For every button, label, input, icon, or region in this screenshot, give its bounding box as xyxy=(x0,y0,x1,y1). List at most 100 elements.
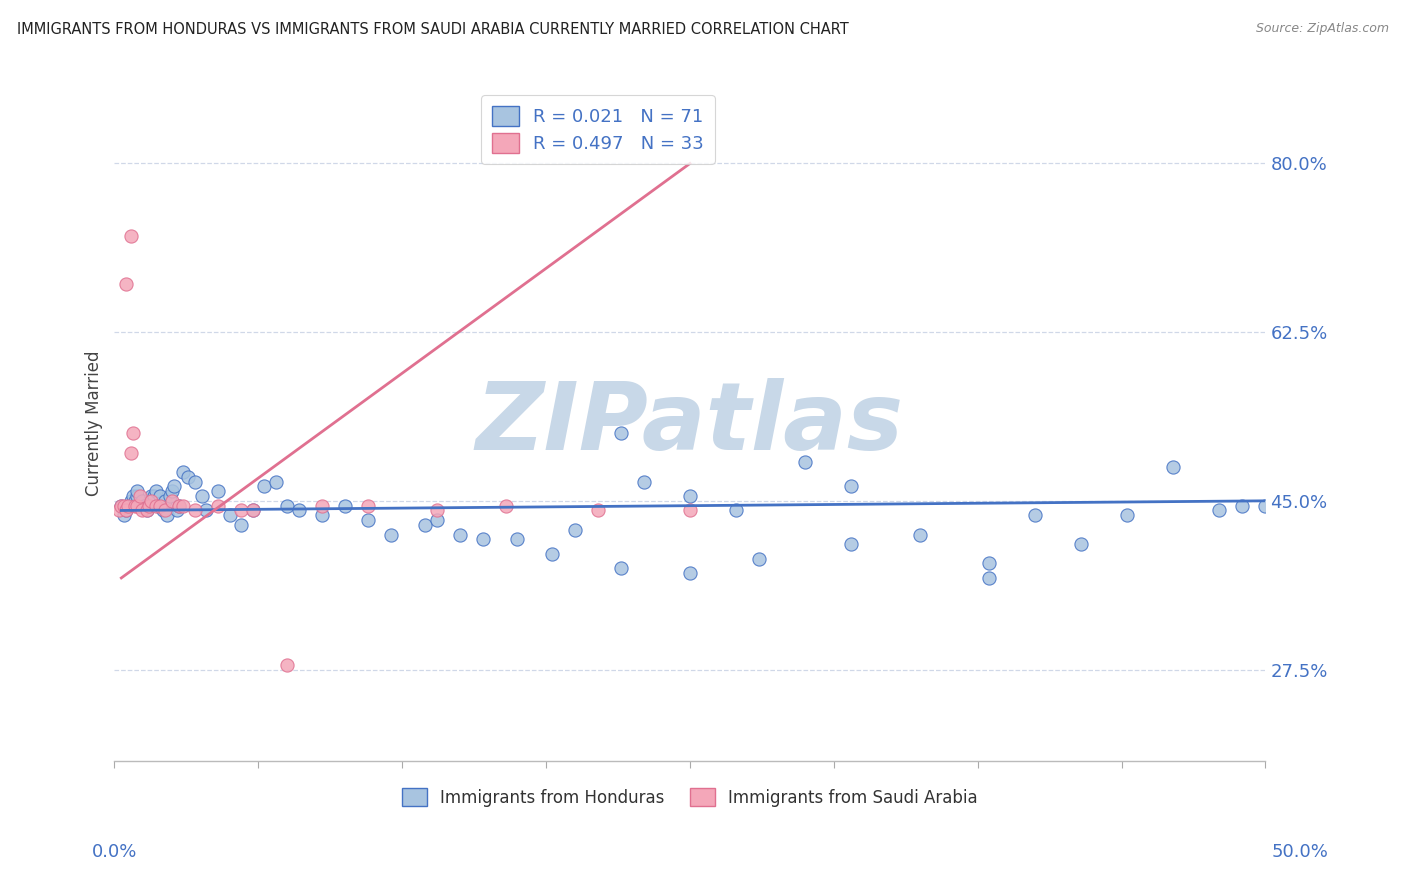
Point xyxy=(112,499,135,513)
Point xyxy=(356,513,378,527)
Point xyxy=(121,426,143,441)
Y-axis label: Currently Married: Currently Married xyxy=(86,351,103,497)
Point xyxy=(610,561,633,575)
Point xyxy=(586,503,609,517)
Point xyxy=(287,503,309,517)
Point xyxy=(679,566,702,581)
Point xyxy=(117,499,139,513)
Point xyxy=(426,503,449,517)
Point xyxy=(471,533,494,547)
Point xyxy=(141,489,163,503)
Point xyxy=(128,489,150,503)
Point xyxy=(1163,460,1185,475)
Point xyxy=(506,533,529,547)
Point xyxy=(264,475,287,489)
Text: IMMIGRANTS FROM HONDURAS VS IMMIGRANTS FROM SAUDI ARABIA CURRENTLY MARRIED CORRE: IMMIGRANTS FROM HONDURAS VS IMMIGRANTS F… xyxy=(17,22,849,37)
Legend: Immigrants from Honduras, Immigrants from Saudi Arabia: Immigrants from Honduras, Immigrants fro… xyxy=(395,781,984,814)
Point xyxy=(117,499,139,513)
Text: ZIPatlas: ZIPatlas xyxy=(475,377,904,470)
Point xyxy=(191,489,214,503)
Point xyxy=(426,513,449,527)
Point xyxy=(839,537,862,551)
Point xyxy=(839,479,862,493)
Point xyxy=(333,499,356,513)
Point xyxy=(172,465,194,479)
Point xyxy=(153,493,176,508)
Point xyxy=(120,228,142,243)
Point xyxy=(127,484,149,499)
Point xyxy=(1208,503,1230,517)
Point xyxy=(135,503,157,517)
Point xyxy=(195,503,218,517)
Point xyxy=(142,489,165,503)
Point xyxy=(131,493,153,508)
Point xyxy=(311,508,333,523)
Point xyxy=(311,499,333,513)
Point xyxy=(167,499,190,513)
Point xyxy=(120,445,142,459)
Point xyxy=(131,503,153,517)
Point xyxy=(127,489,149,503)
Point xyxy=(1254,499,1277,513)
Point xyxy=(138,499,160,513)
Point xyxy=(207,499,229,513)
Point xyxy=(115,277,138,291)
Point xyxy=(979,557,1001,571)
Text: Source: ZipAtlas.com: Source: ZipAtlas.com xyxy=(1256,22,1389,36)
Point xyxy=(172,499,194,513)
Point xyxy=(540,547,562,561)
Point xyxy=(163,479,186,493)
Text: 0.0%: 0.0% xyxy=(91,843,136,861)
Point xyxy=(748,551,770,566)
Point xyxy=(380,527,402,541)
Point xyxy=(134,499,156,513)
Point xyxy=(156,508,179,523)
Point xyxy=(184,503,207,517)
Point xyxy=(242,503,264,517)
Point xyxy=(1024,508,1046,523)
Point xyxy=(724,503,747,517)
Point xyxy=(1070,537,1092,551)
Point xyxy=(145,484,167,499)
Point xyxy=(108,503,131,517)
Point xyxy=(794,455,817,469)
Point xyxy=(110,499,132,513)
Point xyxy=(110,499,132,513)
Point xyxy=(679,489,702,503)
Point xyxy=(564,523,586,537)
Point xyxy=(153,503,176,517)
Point xyxy=(124,499,146,513)
Point xyxy=(908,527,931,541)
Point xyxy=(276,499,298,513)
Point xyxy=(115,503,138,517)
Point xyxy=(218,508,240,523)
Point xyxy=(112,508,135,523)
Point xyxy=(149,499,172,513)
Point xyxy=(979,571,1001,585)
Point xyxy=(633,475,655,489)
Point xyxy=(135,503,157,517)
Point xyxy=(356,499,378,513)
Point xyxy=(160,493,183,508)
Point xyxy=(160,484,183,499)
Point xyxy=(121,489,143,503)
Point xyxy=(1116,508,1139,523)
Point xyxy=(167,499,190,513)
Point xyxy=(115,503,138,517)
Point xyxy=(138,499,160,513)
Point xyxy=(152,503,174,517)
Point xyxy=(242,503,264,517)
Point xyxy=(1232,499,1254,513)
Point xyxy=(495,499,517,513)
Point xyxy=(146,499,169,513)
Point xyxy=(127,499,149,513)
Point xyxy=(413,517,436,532)
Point xyxy=(184,475,207,489)
Point xyxy=(159,489,181,503)
Point xyxy=(128,499,150,513)
Point xyxy=(141,493,163,508)
Point xyxy=(229,503,252,517)
Point xyxy=(145,499,167,513)
Point xyxy=(679,503,702,517)
Text: 50.0%: 50.0% xyxy=(1272,843,1329,861)
